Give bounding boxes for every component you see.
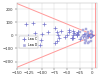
Point (25, 39, 26, 40)
Point (71, 38, 72, 39)
Point (57, 35, 59, 36)
Point (86, 36, 88, 37)
Point (27, 35, 29, 36)
Point (85, 28, 87, 30)
Point (90, 30, 92, 32)
Point (82, 35, 84, 36)
Point (87, 31, 89, 32)
Point (83, 33, 84, 35)
Point (77, 34, 78, 35)
Point (78, 32, 79, 33)
Point (91, 31, 92, 33)
Point (43, 23, 45, 24)
Point (76, 33, 77, 34)
Point (85, 36, 87, 37)
Point (77, 32, 79, 33)
Point (87, 33, 88, 35)
Point (59, 37, 60, 39)
Point (68, 29, 69, 31)
Point (77, 35, 78, 36)
Point (54, 27, 56, 29)
Point (91, 35, 93, 36)
Point (90, 35, 92, 36)
Point (90, 35, 92, 36)
Point (47, 32, 49, 33)
Point (86, 33, 88, 34)
Point (86, 34, 88, 35)
Point (89, 34, 91, 36)
Point (73, 33, 75, 34)
Point (56, 41, 58, 42)
Point (72, 30, 74, 31)
Point (87, 42, 89, 44)
Point (83, 36, 84, 37)
Point (85, 40, 87, 41)
Point (82, 29, 84, 30)
Point (88, 35, 89, 37)
Point (80, 38, 81, 39)
Point (91, 40, 92, 41)
Point (72, 38, 74, 39)
Point (56, 31, 58, 33)
Point (79, 38, 81, 39)
Point (90, 35, 92, 36)
Point (88, 41, 89, 42)
Point (87, 37, 88, 38)
Point (82, 36, 84, 37)
Point (79, 32, 81, 33)
Legend: Law C, Law D: Law C, Law D (19, 36, 38, 48)
Point (91, 35, 92, 37)
Point (25, 23, 27, 24)
Point (84, 40, 86, 41)
Point (40, 40, 42, 41)
Point (41, 33, 43, 34)
Point (40, 44, 41, 45)
Point (86, 36, 87, 38)
Point (76, 34, 78, 36)
Point (72, 35, 74, 36)
Point (84, 42, 86, 43)
Point (66, 35, 68, 36)
Point (84, 33, 85, 35)
Point (88, 33, 89, 35)
Point (90, 35, 92, 37)
Point (64, 37, 65, 38)
Point (60, 30, 62, 31)
Point (90, 35, 91, 37)
Point (68, 31, 70, 32)
Point (54, 42, 56, 43)
Point (34, 33, 36, 34)
Point (89, 36, 91, 37)
Point (71, 38, 73, 39)
Point (91, 34, 92, 35)
Point (33, 38, 34, 39)
Point (32, 22, 34, 24)
Point (90, 35, 92, 36)
